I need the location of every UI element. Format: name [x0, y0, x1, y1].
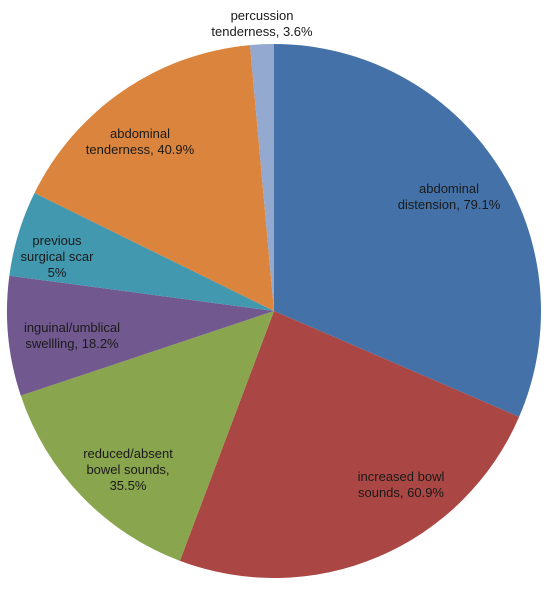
pie-slice-label-line: reduced/absent [83, 446, 173, 461]
pie-slices [6, 44, 541, 579]
pie-slice-label-3: inguinal/umblical swellling, 18.2% [24, 320, 120, 351]
pie-slice-label-0: abdominal distension, 79.1% [398, 181, 501, 212]
pie-slice-label-line: increased bowl [358, 469, 445, 484]
pie-slice-label-line: abdominal [419, 181, 479, 196]
pie-slice-3 [6, 275, 274, 396]
pie-slice-1 [179, 311, 520, 579]
pie-slice-label-5: abdominal tenderness, 40.9% [86, 126, 195, 157]
pie-slice-label-line: percussion [231, 8, 294, 23]
pie-slice-label-2: reduced/absent bowel sounds, 35.5% [83, 446, 173, 493]
pie-slice-label-6: percussion tenderness, 3.6% [211, 8, 313, 39]
pie-slice-label-line: abdominal [110, 126, 170, 141]
pie-slice-0 [274, 44, 541, 417]
pie-slice-4 [9, 193, 275, 311]
pie-slice-label-line: tenderness, 40.9% [86, 142, 195, 157]
pie-slice-label-line: swellling, 18.2% [25, 336, 119, 351]
pie-slice-label-line: sounds, 60.9% [358, 485, 444, 500]
pie-slice-2 [20, 311, 275, 561]
pie-slice-label-line: tenderness, 3.6% [211, 24, 313, 39]
pie-slice-label-line: bowel sounds, [86, 462, 169, 477]
pie-slice-5 [34, 45, 274, 311]
pie-slice-label-4: previous surgical scar 5% [21, 233, 95, 280]
pie-labels: abdominal distension, 79.1%increased bowl… [21, 8, 501, 500]
pie-slice-label-line: 5% [48, 265, 67, 280]
pie-slice-label-line: distension, 79.1% [398, 197, 501, 212]
pie-slice-6 [249, 44, 274, 311]
pie-slice-label-line: surgical scar [21, 249, 95, 264]
pie-slice-label-line: previous [32, 233, 82, 248]
pie-slice-label-1: increased bowl sounds, 60.9% [358, 469, 445, 500]
pie-slice-label-line: 35.5% [110, 478, 147, 493]
pie-slice-label-line: inguinal/umblical [24, 320, 120, 335]
